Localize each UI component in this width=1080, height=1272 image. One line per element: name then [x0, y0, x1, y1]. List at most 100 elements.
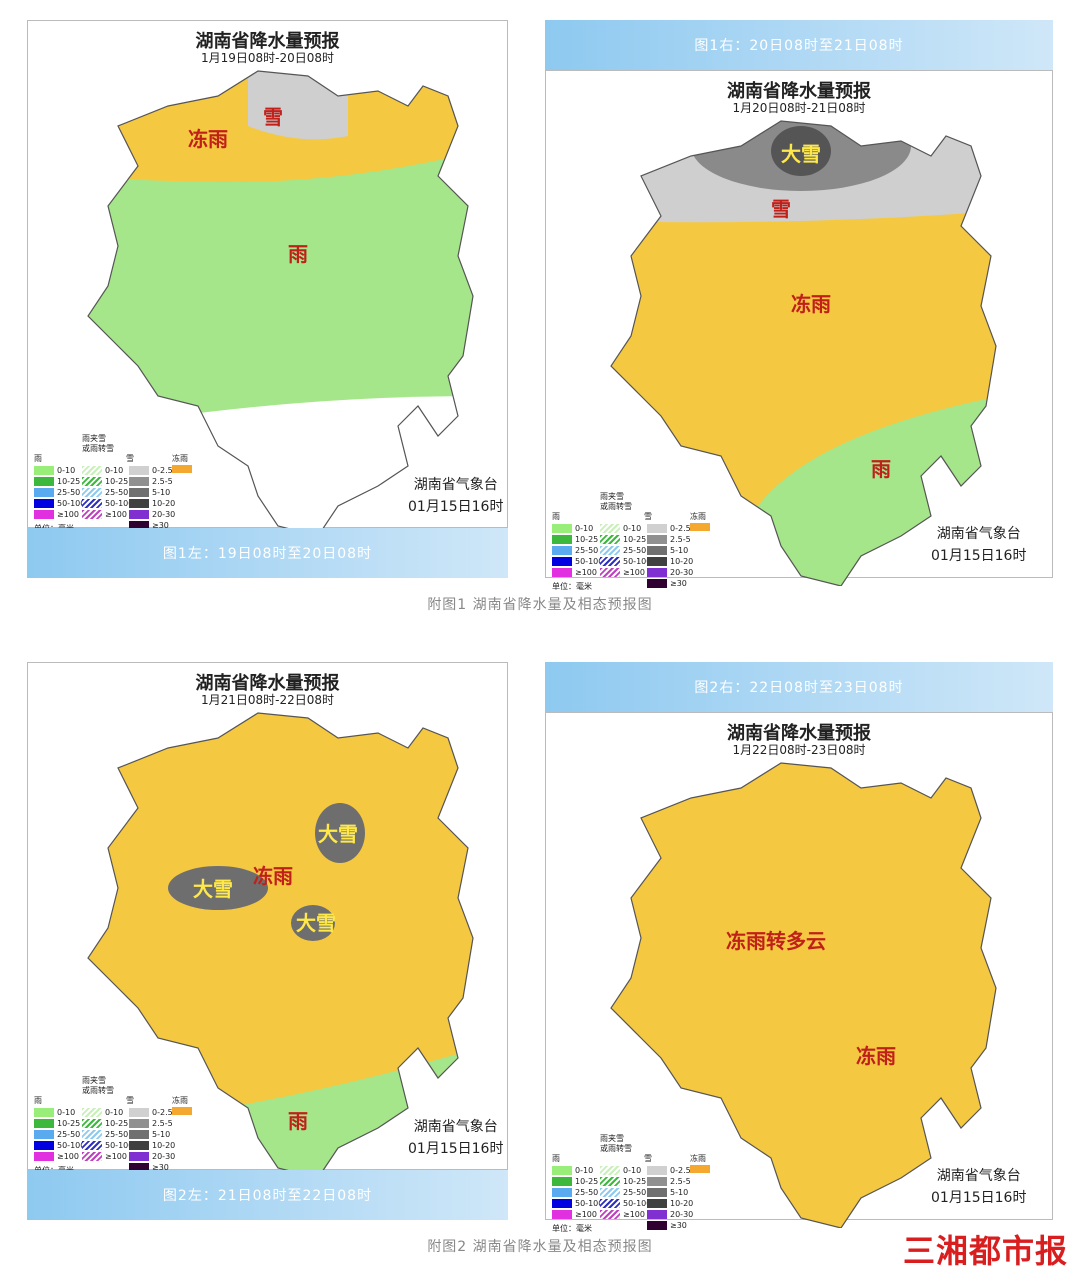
- legend-item: 50-100: [82, 1140, 133, 1150]
- legend-item: 20-30: [129, 509, 175, 519]
- legend-snow-title: 雪: [126, 1096, 134, 1105]
- legend-item: 10-20: [129, 1140, 175, 1150]
- legend-item: ≥100: [82, 1151, 133, 1161]
- legend-item: 2.5-5: [129, 1118, 175, 1128]
- legend-item: 0-10: [82, 465, 133, 475]
- legend-unit: 单位：毫米: [552, 582, 592, 591]
- legend-mix-title2: 或雨转雪: [82, 444, 114, 453]
- legend-item: 10-25: [600, 1176, 651, 1186]
- figure-caption: 附图2 湖南省降水量及相态预报图: [427, 1239, 653, 1255]
- legend-item: 25-50: [600, 1187, 651, 1197]
- region-label: 雨: [288, 1109, 308, 1133]
- legend-item: ≥100: [34, 1151, 85, 1161]
- legend-item: 10-25: [552, 1176, 603, 1186]
- legend-item: 0-10: [600, 523, 651, 533]
- map-panel-1-left: 湖南省降水量预报 1月19日08时-20日08时 冻雨 雪 雨 雨雨夹雪 或雨转雪…: [27, 20, 508, 536]
- region-label: 雨: [871, 457, 891, 481]
- map-period: 1月20日08时-21日08时: [732, 101, 866, 115]
- legend-item: 0-10: [552, 1165, 603, 1175]
- legend-item: ≥100: [552, 1209, 603, 1219]
- legend-item: 0-2.5: [647, 523, 693, 533]
- region-label: 雪: [263, 105, 283, 129]
- legend-item: ≥100: [600, 1209, 651, 1219]
- legend-snow-title: 雪: [126, 454, 134, 463]
- legend-item: 5-10: [129, 1129, 175, 1139]
- map-title: 湖南省降水量预报: [727, 723, 871, 744]
- precip-map: 冻雨转多云 冻雨: [610, 762, 997, 1228]
- legend-item: 10-25: [600, 534, 651, 544]
- issuer: 湖南省气象台 01月15日16时: [408, 477, 504, 515]
- legend-item: 50-100: [82, 498, 133, 508]
- region-label: 大雪: [318, 822, 358, 846]
- legend-snow-title: 雪: [644, 512, 652, 521]
- legend-item: 2.5-5: [647, 534, 693, 544]
- legend-item: 50-100: [600, 556, 651, 566]
- legend-fr-swatch: [172, 465, 192, 473]
- legend-item: ≥100: [552, 567, 603, 577]
- legend-item: 5-10: [129, 487, 175, 497]
- legend-unit: 单位：毫米: [552, 1224, 592, 1233]
- legend-rain-title: 雨: [34, 1096, 42, 1105]
- banner-2-right: 图2右：22日08时至23日08时: [545, 662, 1053, 712]
- precip-map: 冻雨 雪 雨: [87, 70, 474, 536]
- map-period: 1月22日08时-23日08时: [732, 743, 866, 757]
- banner-1-right: 图1右：20日08时至21日08时: [545, 20, 1053, 70]
- legend-item: 5-10: [647, 545, 693, 555]
- legend-item: ≥100: [34, 509, 85, 519]
- legend-item: 10-25: [34, 476, 85, 486]
- legend-mix-title2: 或雨转雪: [600, 502, 632, 511]
- legend-item: 10-20: [129, 498, 175, 508]
- legend-rain-title: 雨: [552, 512, 560, 521]
- legend-item: 2.5-5: [129, 476, 175, 486]
- legend-mix-title: 雨夹雪: [600, 1134, 624, 1143]
- legend-item: 50-100: [552, 1198, 603, 1208]
- banner-2-left: 图2左：21日08时至22日08时: [27, 1170, 508, 1220]
- legend-item: 10-20: [647, 556, 693, 566]
- legend-item: 10-25: [82, 476, 133, 486]
- legend-item: 0-10: [34, 465, 85, 475]
- legend-snow-title: 雪: [644, 1154, 652, 1163]
- legend-item: 0-10: [82, 1107, 133, 1117]
- legend-item: 20-30: [647, 1209, 693, 1219]
- map-panel-2-left: 湖南省降水量预报 1月21日08时-22日08时 大雪 大雪 冻雨 大雪 雨 雨…: [27, 662, 508, 1178]
- legend-mix-title: 雨夹雪: [600, 492, 624, 501]
- legend-item: 20-30: [129, 1151, 175, 1161]
- map-title: 湖南省降水量预报: [195, 31, 340, 52]
- legend-item: ≥30: [647, 578, 693, 588]
- legend-item: 50-100: [34, 1140, 85, 1150]
- legend-mix-title2: 或雨转雪: [600, 1144, 632, 1153]
- legend-fr-swatch: [690, 523, 710, 531]
- legend-rain-title: 雨: [34, 454, 42, 463]
- legend: 雨雨夹雪 或雨转雪雪冻雨 0-10 10-25 25-50 50-100 ≥100 0-10 1…: [552, 1131, 722, 1233]
- map-panel-2-right: 湖南省降水量预报 1月22日08时-23日08时 冻雨转多云 冻雨 雨 雨夹雪 或雨…: [545, 712, 1053, 1233]
- map-title: 湖南省降水量预报: [195, 673, 340, 694]
- issuer: 湖南省气象台 01月15日16时: [408, 1119, 504, 1157]
- legend-item: ≥100: [82, 509, 133, 519]
- legend-item: 10-20: [647, 1198, 693, 1208]
- legend-item: 25-50: [552, 1187, 603, 1197]
- legend-item: 0-10: [552, 523, 603, 533]
- legend-mix-title: 雨夹雪: [82, 434, 106, 443]
- legend-fr-title: 冻雨: [690, 1154, 706, 1163]
- newspaper-logo: 三湘都市报: [902, 1232, 1068, 1270]
- region-label: 冻雨转多云: [726, 929, 826, 953]
- region-label: 冻雨: [791, 292, 831, 316]
- legend-item: 10-25: [552, 534, 603, 544]
- legend: 雨雨夹雪 或雨转雪雪冻雨 0-10 10-25 25-50 50-100 ≥100 0-10 1…: [34, 1073, 204, 1175]
- legend-item: 25-50: [82, 1129, 133, 1139]
- legend-item: 25-50: [34, 487, 85, 497]
- legend-item: 2.5-5: [647, 1176, 693, 1186]
- legend-item: 50-100: [600, 1198, 651, 1208]
- legend-item: 0-10: [34, 1107, 85, 1117]
- legend-rain-title: 雨: [552, 1154, 560, 1163]
- legend-item: 20-30: [647, 567, 693, 577]
- legend-fr-title: 冻雨: [690, 512, 706, 521]
- legend-item: 25-50: [34, 1129, 85, 1139]
- legend-item: 0-2.5: [129, 465, 175, 475]
- map-panel-1-right: 湖南省降水量预报 1月20日08时-21日08时 大雪 雪 冻雨 雨 雨雨夹雪或…: [545, 70, 1053, 591]
- legend-item: ≥30: [129, 1162, 175, 1172]
- legend-item: ≥30: [129, 520, 175, 530]
- banner-1-left: 图1左：19日08时至20日08时: [27, 528, 508, 578]
- legend-item: 10-25: [34, 1118, 85, 1128]
- region-label: 雨: [288, 242, 308, 266]
